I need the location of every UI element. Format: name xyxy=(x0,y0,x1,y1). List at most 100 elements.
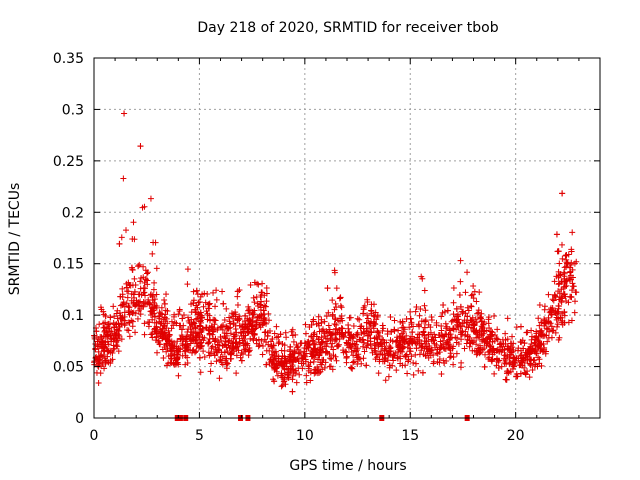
data-point xyxy=(250,335,257,342)
data-point xyxy=(277,331,284,338)
data-point xyxy=(198,312,205,319)
data-point xyxy=(350,323,357,330)
data-point xyxy=(253,294,260,301)
data-point xyxy=(121,110,128,117)
data-point xyxy=(142,292,149,299)
data-point xyxy=(283,334,290,341)
data-point xyxy=(450,285,457,292)
data-point xyxy=(95,379,102,386)
data-point xyxy=(372,348,379,355)
data-point xyxy=(125,319,132,326)
data-point xyxy=(331,320,338,327)
data-point xyxy=(289,388,296,395)
data-point xyxy=(130,300,137,307)
data-point xyxy=(278,347,285,354)
data-point xyxy=(170,322,177,329)
data-point xyxy=(322,333,329,340)
data-point xyxy=(310,318,317,325)
data-point xyxy=(379,343,386,350)
data-point xyxy=(159,311,166,318)
data-point xyxy=(430,337,437,344)
data-point xyxy=(318,334,325,341)
data-point xyxy=(201,354,208,361)
data-point xyxy=(478,331,485,338)
data-point xyxy=(538,319,545,326)
data-point xyxy=(285,369,292,376)
data-point xyxy=(471,338,478,345)
data-point xyxy=(179,315,186,322)
data-point xyxy=(364,332,371,339)
data-point xyxy=(528,327,535,334)
data-point xyxy=(418,340,425,347)
data-point xyxy=(360,355,367,362)
data-point xyxy=(464,304,471,311)
data-point xyxy=(152,239,159,246)
data-point xyxy=(251,299,258,306)
data-point xyxy=(434,350,441,357)
data-point xyxy=(391,326,398,333)
data-point xyxy=(326,351,333,358)
data-point xyxy=(551,278,558,285)
data-point xyxy=(163,348,170,355)
data-point xyxy=(379,327,386,334)
data-point xyxy=(354,315,361,322)
data-point xyxy=(115,327,122,334)
data-point xyxy=(170,345,177,352)
data-point xyxy=(130,219,137,226)
data-point xyxy=(213,287,220,294)
data-point xyxy=(363,362,370,369)
data-point xyxy=(557,271,564,278)
data-point xyxy=(518,351,525,358)
data-point xyxy=(211,338,218,345)
data-point xyxy=(471,320,478,327)
data-point xyxy=(275,340,282,347)
data-point xyxy=(253,340,260,347)
data-point xyxy=(364,312,371,319)
data-point xyxy=(555,315,562,322)
data-point xyxy=(386,348,393,355)
data-point xyxy=(259,280,266,287)
data-point xyxy=(101,328,108,335)
data-point xyxy=(450,343,457,350)
data-point xyxy=(410,371,417,378)
data-point xyxy=(282,355,289,362)
data-point xyxy=(553,231,560,238)
data-point xyxy=(278,383,285,390)
data-point xyxy=(136,303,143,310)
data-point xyxy=(360,304,367,311)
data-point xyxy=(100,320,107,327)
data-point xyxy=(492,331,499,338)
data-point xyxy=(305,365,312,372)
data-point xyxy=(336,335,343,342)
data-point xyxy=(464,313,471,320)
data-point xyxy=(350,352,357,359)
data-point xyxy=(128,264,135,271)
data-point xyxy=(430,360,437,367)
data-point xyxy=(470,282,477,289)
data-point xyxy=(226,314,233,321)
data-point xyxy=(165,337,172,344)
data-point xyxy=(521,340,528,347)
data-point xyxy=(433,349,440,356)
data-point xyxy=(205,340,212,347)
data-point xyxy=(330,352,337,359)
data-point xyxy=(233,370,240,377)
data-point xyxy=(456,291,463,298)
data-point xyxy=(244,325,251,332)
data-point xyxy=(558,295,565,302)
data-point xyxy=(161,297,168,304)
data-point xyxy=(99,360,106,367)
data-point xyxy=(450,311,457,318)
data-point xyxy=(351,358,358,365)
data-point xyxy=(265,317,272,324)
data-point xyxy=(382,354,389,361)
data-point xyxy=(427,324,434,331)
data-point xyxy=(471,328,478,335)
data-point xyxy=(302,330,309,337)
data-point xyxy=(447,347,454,354)
data-point xyxy=(489,351,496,358)
data-point xyxy=(358,360,365,367)
data-point xyxy=(453,305,460,312)
data-point xyxy=(120,175,127,182)
data-point xyxy=(232,339,239,346)
